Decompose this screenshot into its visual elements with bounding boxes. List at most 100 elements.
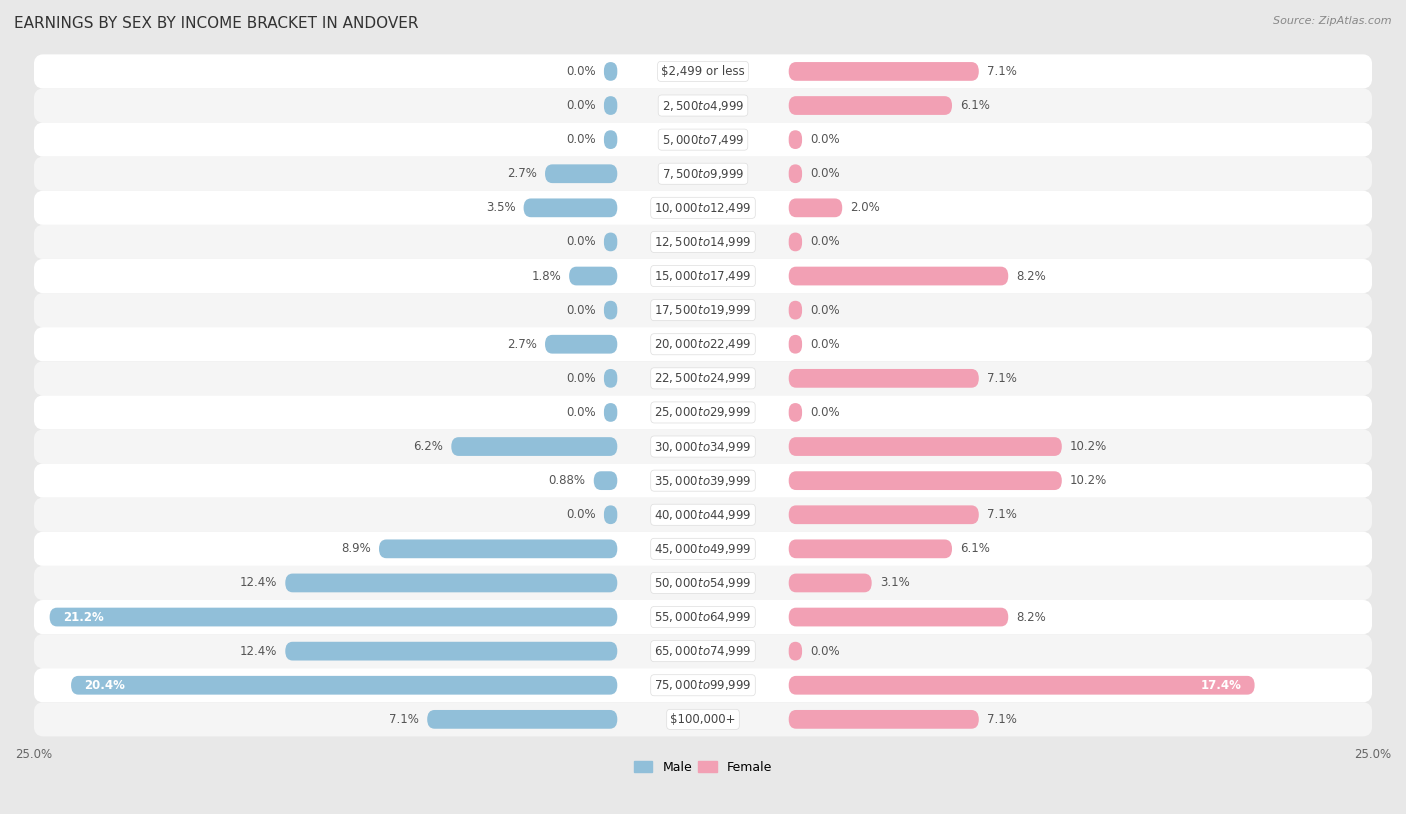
FancyBboxPatch shape xyxy=(789,267,1008,286)
Text: 0.0%: 0.0% xyxy=(567,65,596,78)
Text: 0.0%: 0.0% xyxy=(810,133,839,147)
FancyBboxPatch shape xyxy=(523,199,617,217)
FancyBboxPatch shape xyxy=(34,566,1372,600)
FancyBboxPatch shape xyxy=(72,676,617,694)
Text: $20,000 to $22,499: $20,000 to $22,499 xyxy=(654,337,752,351)
FancyBboxPatch shape xyxy=(34,430,1372,464)
FancyBboxPatch shape xyxy=(34,89,1372,123)
FancyBboxPatch shape xyxy=(605,403,617,422)
Text: 0.0%: 0.0% xyxy=(567,99,596,112)
FancyBboxPatch shape xyxy=(789,608,1008,627)
Text: 0.0%: 0.0% xyxy=(810,338,839,351)
Text: 6.1%: 6.1% xyxy=(960,99,990,112)
Text: Source: ZipAtlas.com: Source: ZipAtlas.com xyxy=(1274,16,1392,26)
FancyBboxPatch shape xyxy=(34,55,1372,89)
FancyBboxPatch shape xyxy=(605,62,617,81)
Text: 0.0%: 0.0% xyxy=(567,304,596,317)
FancyBboxPatch shape xyxy=(605,505,617,524)
FancyBboxPatch shape xyxy=(789,540,952,558)
Text: $12,500 to $14,999: $12,500 to $14,999 xyxy=(654,235,752,249)
FancyBboxPatch shape xyxy=(34,259,1372,293)
FancyBboxPatch shape xyxy=(34,327,1372,361)
Text: 6.1%: 6.1% xyxy=(960,542,990,555)
Text: 8.2%: 8.2% xyxy=(1017,269,1046,282)
Text: 0.0%: 0.0% xyxy=(567,508,596,521)
Text: 0.88%: 0.88% xyxy=(548,474,586,487)
Text: $75,000 to $99,999: $75,000 to $99,999 xyxy=(654,678,752,692)
Text: 1.8%: 1.8% xyxy=(531,269,561,282)
Text: 0.0%: 0.0% xyxy=(810,304,839,317)
FancyBboxPatch shape xyxy=(34,361,1372,396)
FancyBboxPatch shape xyxy=(789,130,801,149)
FancyBboxPatch shape xyxy=(789,62,979,81)
Text: 0.0%: 0.0% xyxy=(567,372,596,385)
Text: $17,500 to $19,999: $17,500 to $19,999 xyxy=(654,303,752,317)
Text: $2,500 to $4,999: $2,500 to $4,999 xyxy=(662,98,744,112)
FancyBboxPatch shape xyxy=(34,156,1372,190)
FancyBboxPatch shape xyxy=(789,676,1254,694)
FancyBboxPatch shape xyxy=(789,505,979,524)
Text: $50,000 to $54,999: $50,000 to $54,999 xyxy=(654,576,752,590)
FancyBboxPatch shape xyxy=(34,634,1372,668)
FancyBboxPatch shape xyxy=(34,464,1372,497)
FancyBboxPatch shape xyxy=(789,471,1062,490)
FancyBboxPatch shape xyxy=(380,540,617,558)
Text: 8.9%: 8.9% xyxy=(342,542,371,555)
Text: 0.0%: 0.0% xyxy=(810,406,839,419)
Text: 8.2%: 8.2% xyxy=(1017,610,1046,624)
Text: 2.0%: 2.0% xyxy=(851,201,880,214)
Text: 10.2%: 10.2% xyxy=(1070,440,1107,453)
FancyBboxPatch shape xyxy=(34,668,1372,702)
FancyBboxPatch shape xyxy=(34,123,1372,156)
FancyBboxPatch shape xyxy=(789,96,952,115)
Text: $100,000+: $100,000+ xyxy=(671,713,735,726)
FancyBboxPatch shape xyxy=(789,233,801,252)
Text: $10,000 to $12,499: $10,000 to $12,499 xyxy=(654,201,752,215)
FancyBboxPatch shape xyxy=(34,225,1372,259)
FancyBboxPatch shape xyxy=(789,403,801,422)
FancyBboxPatch shape xyxy=(427,710,617,729)
Text: 7.1%: 7.1% xyxy=(987,508,1017,521)
Text: 0.0%: 0.0% xyxy=(567,133,596,147)
Text: $40,000 to $44,999: $40,000 to $44,999 xyxy=(654,508,752,522)
Text: $65,000 to $74,999: $65,000 to $74,999 xyxy=(654,644,752,659)
FancyBboxPatch shape xyxy=(34,702,1372,737)
FancyBboxPatch shape xyxy=(569,267,617,286)
FancyBboxPatch shape xyxy=(789,641,801,660)
Text: $55,000 to $64,999: $55,000 to $64,999 xyxy=(654,610,752,624)
FancyBboxPatch shape xyxy=(605,300,617,320)
FancyBboxPatch shape xyxy=(546,164,617,183)
FancyBboxPatch shape xyxy=(285,574,617,593)
Text: 17.4%: 17.4% xyxy=(1201,679,1241,692)
FancyBboxPatch shape xyxy=(451,437,617,456)
FancyBboxPatch shape xyxy=(789,164,801,183)
FancyBboxPatch shape xyxy=(789,369,979,387)
Text: $30,000 to $34,999: $30,000 to $34,999 xyxy=(654,440,752,453)
FancyBboxPatch shape xyxy=(789,574,872,593)
Text: $7,500 to $9,999: $7,500 to $9,999 xyxy=(662,167,744,181)
Text: 7.1%: 7.1% xyxy=(987,65,1017,78)
Text: 2.7%: 2.7% xyxy=(508,167,537,180)
FancyBboxPatch shape xyxy=(34,190,1372,225)
Text: 0.0%: 0.0% xyxy=(567,235,596,248)
FancyBboxPatch shape xyxy=(285,641,617,660)
Text: 0.0%: 0.0% xyxy=(567,406,596,419)
Text: 12.4%: 12.4% xyxy=(240,576,277,589)
FancyBboxPatch shape xyxy=(789,300,801,320)
FancyBboxPatch shape xyxy=(34,497,1372,532)
Legend: Male, Female: Male, Female xyxy=(628,755,778,779)
Text: $22,500 to $24,999: $22,500 to $24,999 xyxy=(654,371,752,385)
FancyBboxPatch shape xyxy=(789,335,801,353)
FancyBboxPatch shape xyxy=(34,600,1372,634)
FancyBboxPatch shape xyxy=(605,96,617,115)
Text: 7.1%: 7.1% xyxy=(987,713,1017,726)
Text: EARNINGS BY SEX BY INCOME BRACKET IN ANDOVER: EARNINGS BY SEX BY INCOME BRACKET IN AND… xyxy=(14,16,419,31)
FancyBboxPatch shape xyxy=(605,233,617,252)
FancyBboxPatch shape xyxy=(49,608,617,627)
FancyBboxPatch shape xyxy=(34,396,1372,430)
Text: 6.2%: 6.2% xyxy=(413,440,443,453)
FancyBboxPatch shape xyxy=(34,532,1372,566)
Text: 0.0%: 0.0% xyxy=(810,235,839,248)
FancyBboxPatch shape xyxy=(789,710,979,729)
Text: 3.1%: 3.1% xyxy=(880,576,910,589)
